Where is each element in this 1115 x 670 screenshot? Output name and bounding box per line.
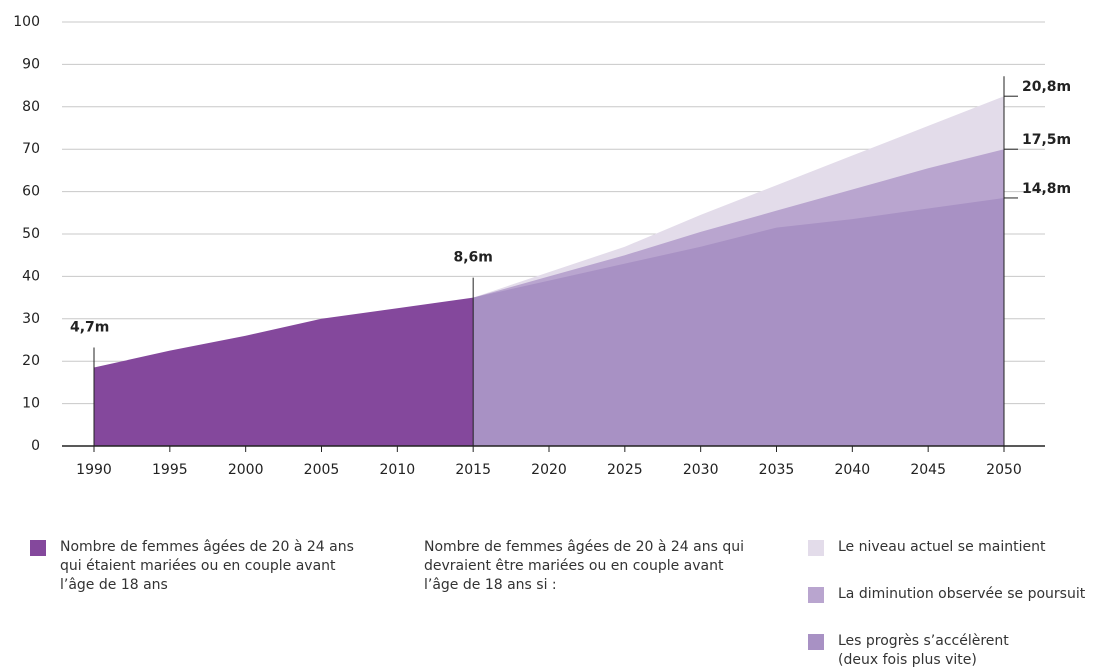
x-tick-label: 2020: [531, 462, 567, 478]
y-tick-label: 80: [22, 99, 40, 115]
x-tick-label: 2025: [607, 462, 643, 478]
end-label: 17,5m: [1022, 132, 1071, 148]
y-tick-label: 50: [22, 226, 40, 242]
x-tick-label: 2030: [683, 462, 719, 478]
legend-swatch: [808, 587, 824, 603]
y-tick-label: 40: [22, 268, 40, 284]
legend-label: La diminution observée se poursuit: [838, 586, 1086, 602]
area: [94, 297, 474, 446]
annotation: 8,6m: [453, 250, 492, 266]
x-tick-label: 2035: [759, 462, 795, 478]
x-tick-label: 2015: [455, 462, 491, 478]
legend-swatch: [30, 540, 46, 556]
x-tick-label: 2045: [910, 462, 946, 478]
x-tick-label: 2040: [835, 462, 871, 478]
y-tick-label: 70: [22, 141, 40, 157]
legend-label: Les progrès s’accélèrent (deux fois plus…: [838, 633, 1009, 668]
y-tick-label: 30: [22, 311, 40, 327]
legend-label: Nombre de femmes âgées de 20 à 24 ans qu…: [60, 539, 354, 593]
end-label: 20,8m: [1022, 79, 1071, 95]
x-tick-label: 2000: [228, 462, 264, 478]
legend-swatch: [808, 540, 824, 556]
legend-label: Le niveau actuel se maintient: [838, 539, 1046, 555]
x-tick-label: 1990: [76, 462, 112, 478]
y-tick-label: 100: [13, 14, 40, 30]
x-tick-label: 2050: [986, 462, 1022, 478]
annotation: 4,7m: [70, 320, 109, 336]
y-tick-label: 20: [22, 353, 40, 369]
y-tick-label: 10: [22, 396, 40, 412]
x-tick-label: 2005: [304, 462, 340, 478]
y-tick-label: 0: [31, 438, 40, 454]
area: [473, 197, 1005, 446]
end-label: 14,8m: [1022, 181, 1071, 197]
x-tick-label: 2010: [380, 462, 416, 478]
legend-swatch: [808, 634, 824, 650]
legend-note: Nombre de femmes âgées de 20 à 24 ans qu…: [424, 539, 744, 593]
y-tick-label: 60: [22, 184, 40, 200]
y-tick-label: 90: [22, 56, 40, 72]
x-tick-label: 1995: [152, 462, 188, 478]
